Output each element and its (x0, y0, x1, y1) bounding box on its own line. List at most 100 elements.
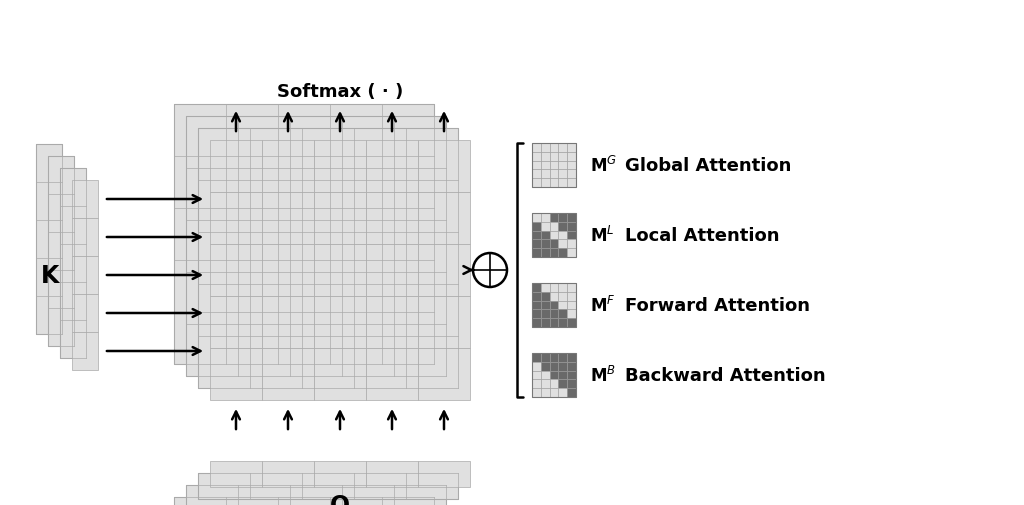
Bar (210, 192, 262, 244)
Bar (567, 170, 575, 179)
Bar (532, 292, 541, 301)
Bar (418, 461, 470, 487)
Bar (418, 141, 470, 192)
Bar (541, 170, 550, 179)
Bar (314, 348, 366, 400)
Bar (558, 301, 567, 310)
Bar (210, 461, 262, 487)
Bar (550, 248, 558, 258)
Bar (567, 380, 575, 388)
Bar (366, 244, 418, 296)
Text: M$^F$: M$^F$ (590, 295, 615, 316)
Bar (174, 105, 434, 364)
Bar (210, 244, 262, 296)
Bar (541, 371, 550, 380)
Bar (541, 292, 550, 301)
Bar (532, 354, 541, 362)
Bar (532, 362, 541, 371)
Bar (541, 179, 550, 188)
Bar (366, 461, 418, 487)
Bar (567, 354, 575, 362)
Text: Global Attention: Global Attention (625, 157, 792, 175)
Bar (541, 231, 550, 240)
Bar (532, 231, 541, 240)
Bar (532, 240, 541, 248)
Bar (550, 380, 558, 388)
Bar (314, 244, 366, 296)
Bar (541, 388, 550, 397)
Bar (558, 362, 567, 371)
Bar (198, 473, 458, 499)
Text: Softmax ( · ): Softmax ( · ) (276, 83, 403, 101)
Bar (532, 354, 575, 397)
Bar (567, 153, 575, 161)
Bar (567, 292, 575, 301)
Bar (567, 231, 575, 240)
Bar (558, 371, 567, 380)
Bar (558, 179, 567, 188)
Bar (210, 296, 262, 348)
Bar (550, 161, 558, 170)
Bar (567, 371, 575, 380)
Bar (532, 310, 541, 319)
Bar (550, 153, 558, 161)
Bar (550, 319, 558, 327)
Bar (198, 129, 458, 388)
Bar (60, 169, 86, 358)
Bar (72, 332, 98, 370)
Bar (558, 310, 567, 319)
Bar (541, 161, 550, 170)
Bar (541, 248, 550, 258)
Bar (210, 141, 262, 192)
Bar (541, 153, 550, 161)
Bar (567, 248, 575, 258)
Bar (366, 192, 418, 244)
Bar (558, 231, 567, 240)
Bar (558, 292, 567, 301)
Bar (567, 362, 575, 371)
Bar (550, 371, 558, 380)
Bar (532, 153, 541, 161)
Bar (418, 244, 470, 296)
Bar (262, 348, 314, 400)
Bar (210, 348, 262, 400)
Bar (532, 380, 541, 388)
Bar (418, 192, 470, 244)
Bar (550, 283, 558, 292)
Bar (558, 170, 567, 179)
Bar (186, 485, 446, 505)
Text: M$^L$: M$^L$ (590, 226, 614, 245)
Bar (567, 161, 575, 170)
Bar (532, 283, 541, 292)
Bar (72, 181, 98, 219)
Bar (567, 301, 575, 310)
Bar (314, 192, 366, 244)
Bar (558, 240, 567, 248)
Bar (262, 461, 314, 487)
Bar (558, 283, 567, 292)
Bar (550, 292, 558, 301)
Bar (567, 319, 575, 327)
Bar (558, 144, 567, 153)
Bar (550, 170, 558, 179)
Bar (186, 117, 446, 376)
Bar (558, 161, 567, 170)
Bar (567, 214, 575, 222)
Bar (532, 161, 541, 170)
Bar (72, 257, 98, 294)
Bar (532, 179, 541, 188)
Bar (262, 192, 314, 244)
Bar (541, 222, 550, 231)
Bar (532, 144, 575, 188)
Bar (541, 214, 550, 222)
Bar (532, 301, 541, 310)
Bar (532, 170, 541, 179)
Bar (366, 296, 418, 348)
Bar (418, 348, 470, 400)
Bar (550, 231, 558, 240)
Text: Local Attention: Local Attention (625, 227, 779, 244)
Bar (532, 248, 541, 258)
Bar (532, 214, 541, 222)
Bar (541, 301, 550, 310)
Bar (550, 310, 558, 319)
